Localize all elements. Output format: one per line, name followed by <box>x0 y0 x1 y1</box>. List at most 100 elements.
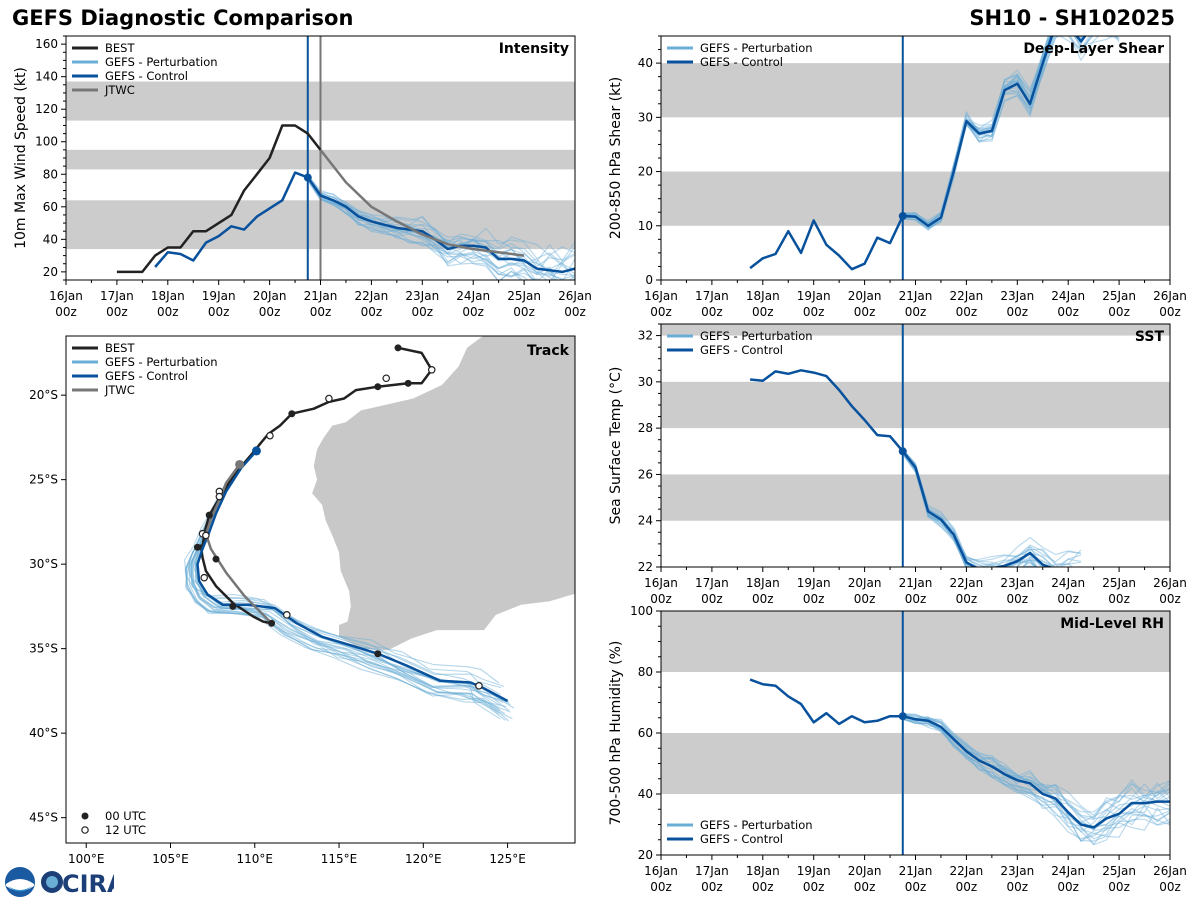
perturbation-member-line <box>902 714 1170 818</box>
y-tick-label: 120 <box>35 102 58 116</box>
marker-12utc <box>266 431 274 440</box>
marker-12utc <box>475 682 483 690</box>
x-tick-date-label: 26Jan <box>1153 289 1187 303</box>
x-tick-date-label: 23Jan <box>1000 864 1034 878</box>
y-axis-label: 200-850 hPa Shear (kt) <box>608 77 624 239</box>
marker-00utc <box>374 650 382 658</box>
legend-label: GEFS - Perturbation <box>105 355 218 369</box>
chart-intensity: 20 40 60 80 100 120 140 160 16Jan 00z 17Jan 00z 18Ja… <box>13 35 592 319</box>
perturbation-member-line <box>902 451 1038 567</box>
legend-label: GEFS - Control <box>700 55 783 69</box>
marker-12utc <box>215 492 224 501</box>
perturbation-member-line <box>307 179 522 280</box>
x-tick-hour-label: 00z <box>956 305 978 319</box>
perturbation-member-line <box>902 452 1038 567</box>
x-tick-hour-label: 00z <box>1108 305 1130 319</box>
x-tick-hour-label: 00z <box>752 305 774 319</box>
x-tick-date-label: 21Jan <box>304 289 338 303</box>
perturbation-member-line <box>902 717 1170 840</box>
lat-tick-label: 35°S <box>29 642 58 656</box>
marker-00utc <box>394 344 402 352</box>
x-tick-date-label: 25Jan <box>1102 289 1136 303</box>
perturbation-member-line <box>902 449 1081 563</box>
perturbation-member-line <box>902 449 1082 567</box>
x-tick-hour-label: 00z <box>905 592 927 606</box>
lon-tick-label: 115°E <box>321 852 358 866</box>
series-line-gefs-control <box>749 678 1170 829</box>
y-tick-label: 40 <box>638 56 653 70</box>
x-tick-date-label: 23Jan <box>405 289 439 303</box>
x-tick-hour-label: 00z <box>564 305 586 319</box>
series-line-jtwc <box>319 149 525 257</box>
x-tick-date-label: 20Jan <box>848 576 882 590</box>
perturbation-member-line <box>902 36 1053 225</box>
lon-tick-label: 100°E <box>68 852 105 866</box>
legend-label: GEFS - Control <box>105 369 188 383</box>
x-tick-date-label: 25Jan <box>1102 576 1136 590</box>
x-tick-date-label: 18Jan <box>746 864 780 878</box>
x-tick-hour-label: 00z <box>1159 592 1181 606</box>
x-tick-date-label: 24Jan <box>456 289 490 303</box>
y-tick-label: 40 <box>638 787 653 801</box>
perturbation-member-line <box>902 448 1081 566</box>
marker-00utc <box>404 379 412 387</box>
x-tick-hour-label: 00z <box>752 880 774 894</box>
series-line-gefs-control <box>749 369 1053 567</box>
threshold-band <box>661 381 1170 429</box>
x-tick-hour-label: 00z <box>803 592 825 606</box>
x-tick-date-label: 20Jan <box>848 864 882 878</box>
panel-title: Deep-Layer Shear <box>1023 41 1164 57</box>
x-tick-date-label: 16Jan <box>644 576 678 590</box>
lat-tick-label: 45°S <box>29 811 58 825</box>
series-line-best <box>116 124 322 274</box>
legend-label: GEFS - Control <box>105 69 188 83</box>
panel-title: Mid-Level RH <box>1060 616 1164 632</box>
x-tick-date-label: 22Jan <box>950 864 984 878</box>
x-tick-date-label: 23Jan <box>1000 576 1034 590</box>
perturbation-member-line <box>902 451 1040 567</box>
y-tick-label: 100 <box>35 135 58 149</box>
y-axis-label: Sea Surface Temp (°C) <box>608 367 624 525</box>
x-tick-date-label: 22Jan <box>950 289 984 303</box>
x-tick-hour-label: 00z <box>803 880 825 894</box>
x-tick-date-label: 19Jan <box>202 289 236 303</box>
x-tick-hour-label: 00z <box>1159 305 1181 319</box>
jtwc-start-marker <box>235 459 245 469</box>
x-tick-hour-label: 00z <box>1057 305 1079 319</box>
perturbation-member-line <box>902 36 1052 221</box>
perturbation-member-line <box>902 451 1082 567</box>
cira-logo-icon: CIRA <box>41 870 126 898</box>
threshold-band <box>661 474 1170 521</box>
perturbation-member-line <box>902 713 1170 813</box>
lon-tick-label: 110°E <box>237 852 274 866</box>
x-tick-date-label: 24Jan <box>1051 864 1085 878</box>
x-tick-hour-label: 00z <box>157 305 179 319</box>
x-tick-hour-label: 00z <box>55 305 77 319</box>
y-tick-label: 20 <box>638 165 653 179</box>
x-tick-hour-label: 00z <box>1007 880 1029 894</box>
series-line-gefs-control <box>154 171 575 274</box>
perturbation-member-line <box>307 178 541 280</box>
x-tick-date-label: 18Jan <box>746 289 780 303</box>
chart-rh: 20 40 60 80 100 16Jan 00z 17Jan 00z 18Jan 00z 19Jan… <box>608 604 1187 894</box>
chart-sst: 22 24 26 28 30 32 16Jan 00z 17Jan 00z 18Jan 00z 19Ja… <box>608 323 1187 606</box>
perturbation-member-line <box>902 453 1038 567</box>
marker-legend-label: 12 UTC <box>105 823 146 837</box>
x-tick-hour-label: 00z <box>803 305 825 319</box>
x-tick-hour-label: 00z <box>259 305 281 319</box>
x-tick-date-label: 22Jan <box>950 576 984 590</box>
map-frame <box>65 335 576 844</box>
perturbation-member-line <box>902 453 1036 567</box>
perturbation-member-line <box>902 712 1170 820</box>
x-tick-date-label: 21Jan <box>899 576 933 590</box>
init-marker <box>898 712 907 721</box>
marker-00utc <box>229 602 237 610</box>
legend-label: GEFS - Perturbation <box>700 41 813 55</box>
perturbation-member-line <box>902 452 1036 567</box>
x-tick-date-label: 24Jan <box>1051 289 1085 303</box>
x-tick-date-label: 22Jan <box>355 289 389 303</box>
marker-00utc <box>205 511 213 519</box>
marker-00utc <box>268 619 276 627</box>
marker-00utc <box>288 410 296 418</box>
